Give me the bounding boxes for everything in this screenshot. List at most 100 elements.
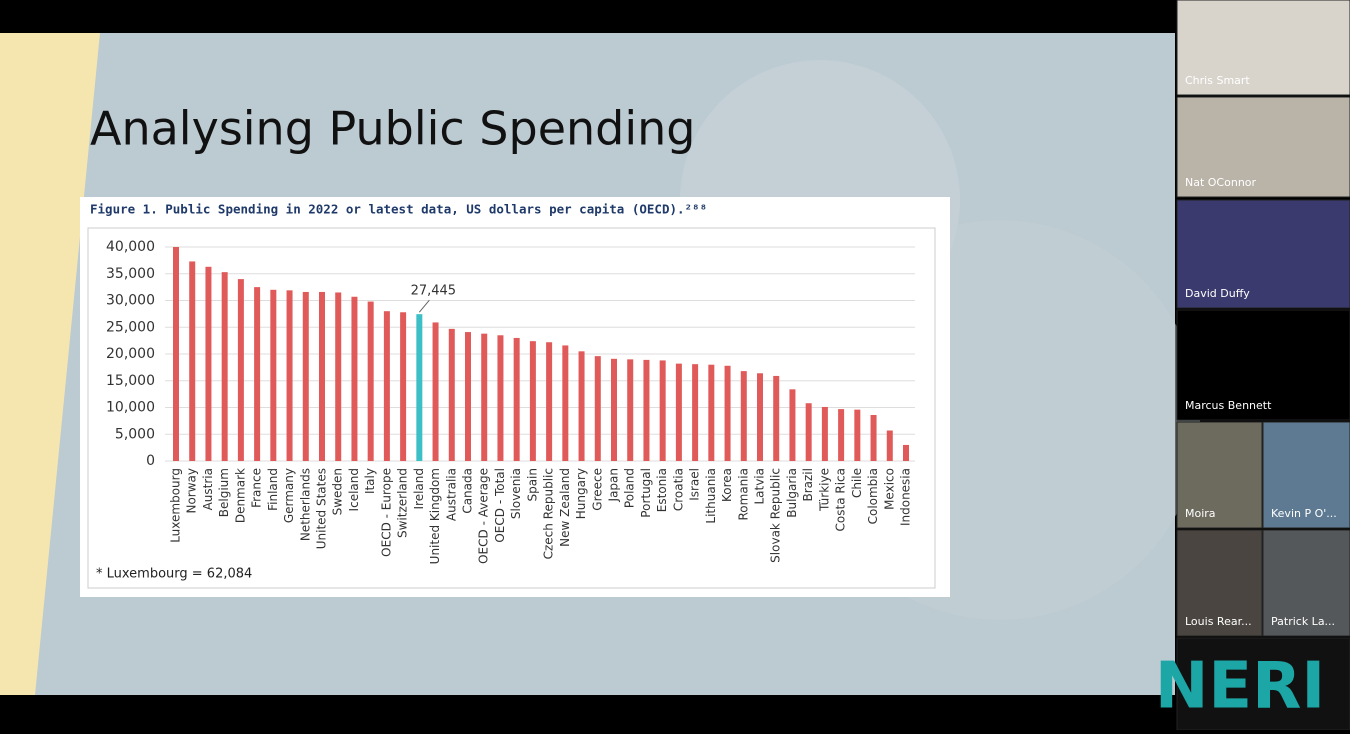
bar <box>465 332 471 461</box>
x-tick-label: Romania <box>736 468 750 520</box>
video-tile <box>1262 421 1350 529</box>
bar <box>205 266 212 461</box>
bar <box>497 335 504 461</box>
bar <box>757 373 763 461</box>
x-tick-label: Switzerland <box>396 468 410 538</box>
bar <box>578 351 585 461</box>
x-tick-label: Poland <box>623 468 637 508</box>
x-tick-label: Iceland <box>347 468 361 511</box>
participant-name: Nat OConnor <box>1185 176 1257 189</box>
bar <box>773 375 780 461</box>
bar <box>221 272 228 461</box>
y-tick-label: 30,000 <box>106 293 155 309</box>
slide-stripe <box>0 33 100 695</box>
logo: NERI <box>1155 650 1325 724</box>
x-tick-label: Türkiye <box>817 468 831 512</box>
x-tick-label: Spain <box>525 468 539 502</box>
video-tile <box>1176 0 1350 96</box>
y-tick-label: 10,000 <box>106 400 155 416</box>
bar <box>416 314 423 461</box>
x-tick-label: Sweden <box>331 468 345 515</box>
x-tick-label: Netherlands <box>298 468 312 541</box>
video-tile <box>1176 637 1350 731</box>
video-tile <box>1176 421 1263 529</box>
x-tick-label: Brazil <box>801 468 815 502</box>
participant-name: Chris Smart <box>1185 74 1250 87</box>
x-tick-label: Japan <box>607 468 621 502</box>
bar <box>903 444 909 461</box>
bar <box>886 430 893 461</box>
bar <box>659 360 666 461</box>
x-tick-label: United States <box>315 468 329 549</box>
x-tick-label: Indonesia <box>899 468 913 526</box>
x-tick-label: Czech Republic <box>542 468 556 559</box>
bar <box>643 359 650 461</box>
bar <box>173 247 179 461</box>
x-tick-label: Slovenia <box>509 468 523 519</box>
x-tick-label: Ireland <box>412 468 426 510</box>
y-tick-label: 5,000 <box>115 426 155 442</box>
y-tick-label: 40,000 <box>106 239 155 255</box>
bar <box>789 389 796 461</box>
y-tick-label: 25,000 <box>106 319 155 335</box>
bar <box>692 364 699 461</box>
x-tick-label: Estonia <box>655 468 669 512</box>
y-tick-label: 0 <box>146 453 155 469</box>
x-tick-label: France <box>250 468 264 508</box>
x-tick-label: Belgium <box>217 468 231 517</box>
bar <box>870 414 877 461</box>
y-tick-label: 20,000 <box>106 346 155 362</box>
participant-name: Patrick La... <box>1271 615 1335 628</box>
x-tick-label: Hungary <box>574 468 588 519</box>
bar <box>611 358 617 461</box>
bar <box>675 363 682 461</box>
x-tick-label: Austria <box>201 468 215 510</box>
participant-name: Marcus Bennett <box>1185 399 1272 412</box>
bar <box>594 356 601 461</box>
annotation-leader <box>418 299 430 313</box>
x-tick-label: Greece <box>590 468 604 511</box>
bar <box>383 311 390 461</box>
bar <box>513 337 520 461</box>
x-tick-label: OECD - Total <box>493 468 507 543</box>
x-tick-label: Portugal <box>639 468 653 518</box>
participant-name: Louis Rear... <box>1185 615 1252 628</box>
bar <box>481 333 488 461</box>
footnote: * Luxembourg = 62,084 <box>96 567 252 582</box>
bar <box>302 291 309 461</box>
x-tick-label: Italy <box>363 468 377 494</box>
x-tick-label: Canada <box>461 468 475 514</box>
bar <box>708 364 715 461</box>
participant-name: Moira <box>1185 507 1216 520</box>
participant-name: David Duffy <box>1185 287 1250 300</box>
video-tile <box>1176 309 1350 421</box>
x-tick-label: Lithuania <box>704 468 718 524</box>
bar <box>740 371 747 461</box>
x-tick-label: Bulgaria <box>785 468 799 518</box>
x-tick-label: OECD - Europe <box>379 468 393 557</box>
x-tick-label: United Kingdom <box>428 468 442 564</box>
bar <box>562 345 569 461</box>
video-tile <box>1176 96 1350 198</box>
x-tick-label: Australia <box>444 468 458 521</box>
bar <box>254 287 261 461</box>
bar <box>319 291 325 461</box>
x-tick-label: Mexico <box>882 468 896 510</box>
bar <box>335 292 342 461</box>
annotation: 27,445 <box>411 284 457 299</box>
bar <box>286 290 293 461</box>
x-tick-label: Croatia <box>671 468 685 511</box>
x-tick-label: Colombia <box>866 468 880 524</box>
bar <box>724 365 731 461</box>
participant-name: Kevin P O'... <box>1271 507 1337 520</box>
bar <box>400 312 407 461</box>
bar <box>432 322 439 461</box>
video-tile <box>1262 529 1350 637</box>
bar <box>351 296 358 461</box>
bar <box>838 409 845 461</box>
bar <box>627 359 634 461</box>
bar <box>237 279 244 461</box>
y-tick-label: 35,000 <box>106 266 155 282</box>
x-tick-label: Norway <box>185 468 199 514</box>
